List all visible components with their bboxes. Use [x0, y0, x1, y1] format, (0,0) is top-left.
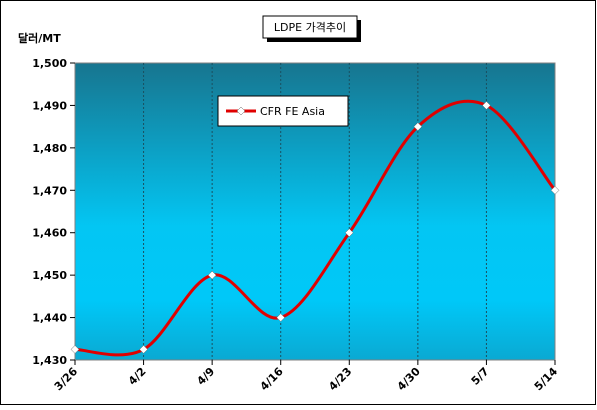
marker [550, 185, 560, 195]
y-tick-label: 1,430 [32, 354, 67, 367]
marker [139, 345, 148, 354]
title-box [262, 15, 358, 39]
y-tick-label: 1,440 [32, 312, 67, 325]
y-tick-label: 1,480 [32, 142, 67, 155]
y-tick-label: 1,450 [32, 269, 67, 282]
legend-marker [236, 106, 246, 116]
y-tick-label: 1,460 [32, 227, 67, 240]
line [74, 99, 557, 357]
marker [482, 101, 491, 110]
y-axis-label: 달러/MT [18, 31, 61, 45]
y-tick-label: 1,490 [32, 99, 67, 112]
marker [207, 270, 217, 280]
y-tick-label: 1,470 [32, 184, 67, 197]
chart-title: LDPE 가격추이 [274, 21, 346, 34]
marker [276, 313, 286, 322]
marker [70, 345, 80, 354]
marker [344, 228, 354, 238]
marker [413, 122, 423, 131]
y-tick-label: 1,500 [32, 57, 67, 70]
legend-label: CFR FE Asia [260, 105, 325, 118]
